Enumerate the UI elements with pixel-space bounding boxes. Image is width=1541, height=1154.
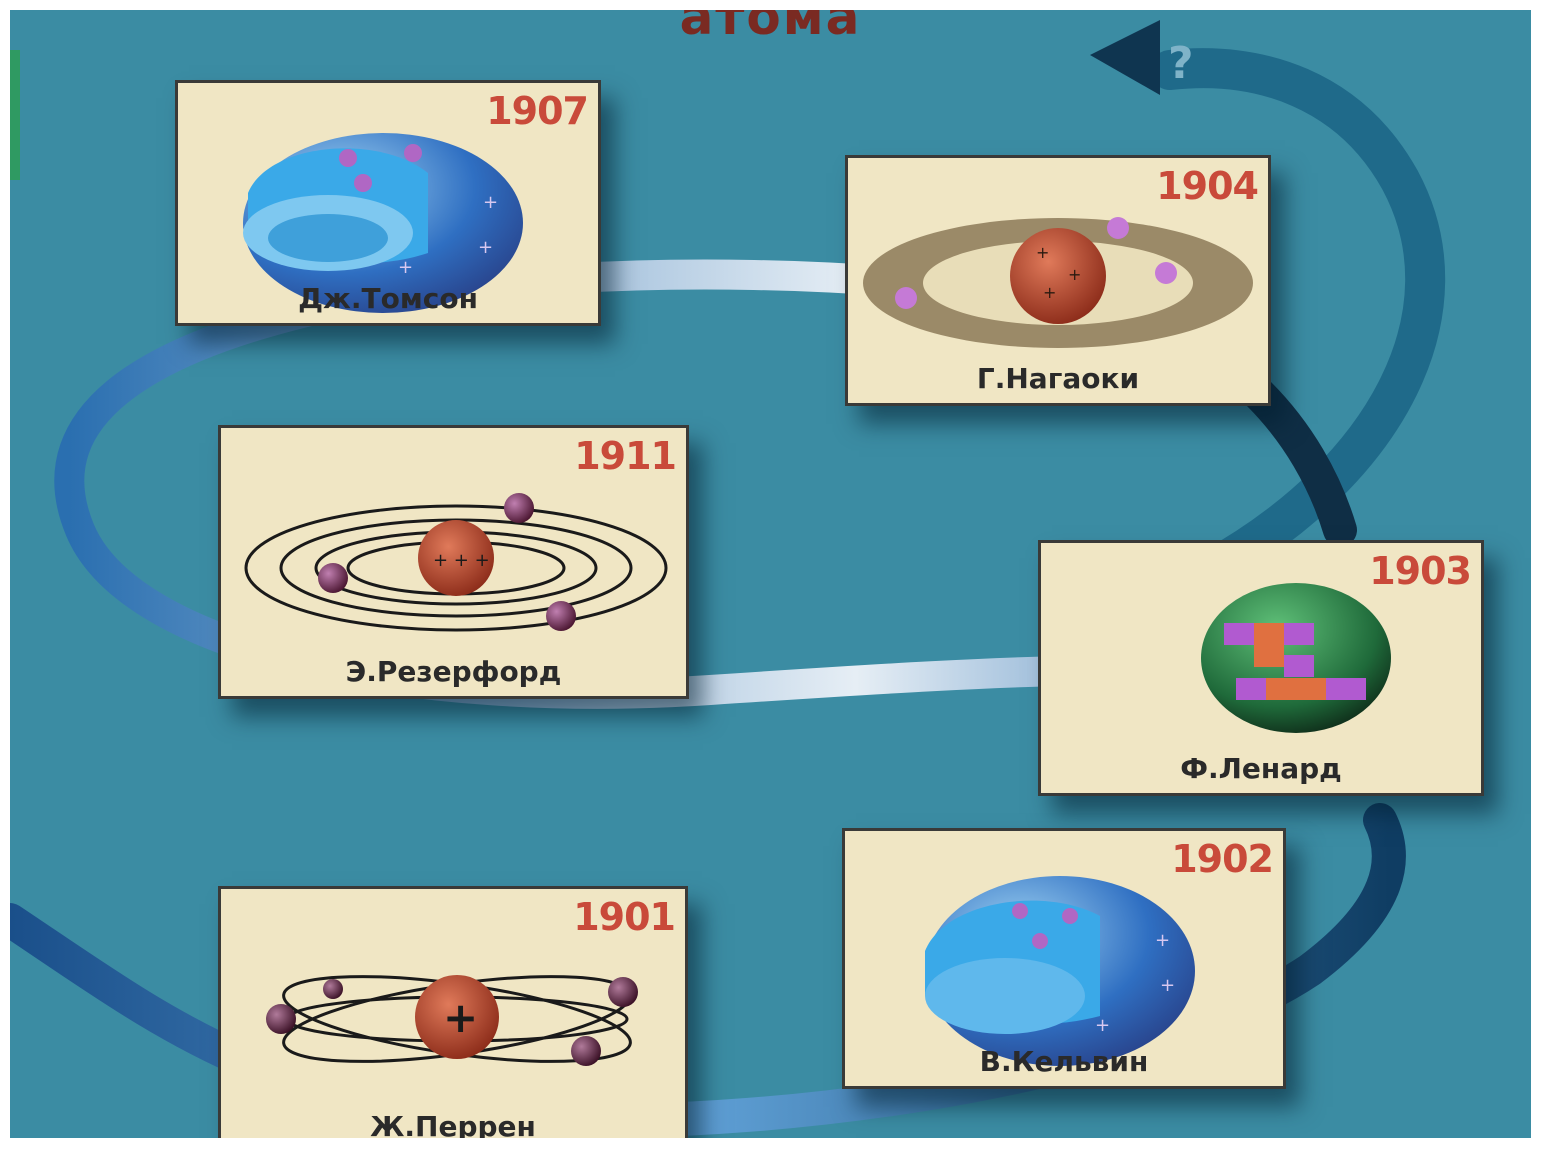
lenard-model-icon xyxy=(1201,583,1391,733)
year-label: 1907 xyxy=(486,89,589,133)
spiral-ribbon xyxy=(10,20,1446,1138)
card-perrin: + 1901 Ж.Перрен xyxy=(218,886,688,1138)
kelvin-model-icon: + + + xyxy=(925,876,1195,1066)
card-nagaoka: + + + 1904 Г.Нагаоки xyxy=(845,155,1271,406)
accent-strip xyxy=(10,50,20,180)
year-label: 1904 xyxy=(1156,164,1259,208)
year-label: 1902 xyxy=(1171,837,1274,881)
card-kelvin: + + + 1902 В.Кельвин xyxy=(842,828,1286,1089)
scientist-name: В.Кельвин xyxy=(979,1045,1149,1078)
scientist-name: Э.Резерфорд xyxy=(345,655,562,688)
scientist-name: Ф.Ленард xyxy=(1180,752,1342,785)
ribbon-segment-middle xyxy=(54,259,1395,725)
card-rutherford: + + + 1911 Э.Резерфорд xyxy=(218,425,689,699)
svg-text:+: + xyxy=(1036,243,1049,262)
card-thomson: + + + 1907 Дж.Томсон xyxy=(175,80,601,326)
svg-text:+: + xyxy=(443,993,478,1042)
nagaoka-model-icon: + + + xyxy=(863,217,1253,348)
arrow-head-icon xyxy=(1090,20,1160,95)
year-label: 1901 xyxy=(573,895,676,939)
svg-text:+: + xyxy=(478,237,493,258)
year-label: 1911 xyxy=(574,434,677,478)
svg-text:+: + xyxy=(483,192,498,213)
page-title: атома xyxy=(679,10,862,46)
svg-text:+: + xyxy=(1095,1015,1110,1036)
perrin-model-icon: + xyxy=(266,975,638,1066)
svg-text:+: + xyxy=(1155,930,1170,951)
year-label: 1903 xyxy=(1369,549,1472,593)
scientist-name: Дж.Томсон xyxy=(298,282,478,315)
rutherford-model-icon: + + + xyxy=(244,493,668,632)
card-lenard: 1903 Ф.Ленард xyxy=(1038,540,1484,796)
scientist-name: Ж.Перрен xyxy=(370,1110,536,1138)
question-mark-icon: ? xyxy=(1168,38,1194,89)
svg-text:+: + xyxy=(1043,283,1056,302)
svg-text:+ + +: + + + xyxy=(433,550,490,571)
svg-text:+: + xyxy=(1160,975,1175,996)
diagram-canvas: атома ? xyxy=(10,10,1531,1138)
svg-text:+: + xyxy=(398,257,413,278)
ribbon-segment-bottom xyxy=(10,803,1406,1138)
scientist-name: Г.Нагаоки xyxy=(976,362,1140,395)
thomson-model-icon: + + + xyxy=(243,133,523,313)
svg-text:+: + xyxy=(1068,265,1081,284)
